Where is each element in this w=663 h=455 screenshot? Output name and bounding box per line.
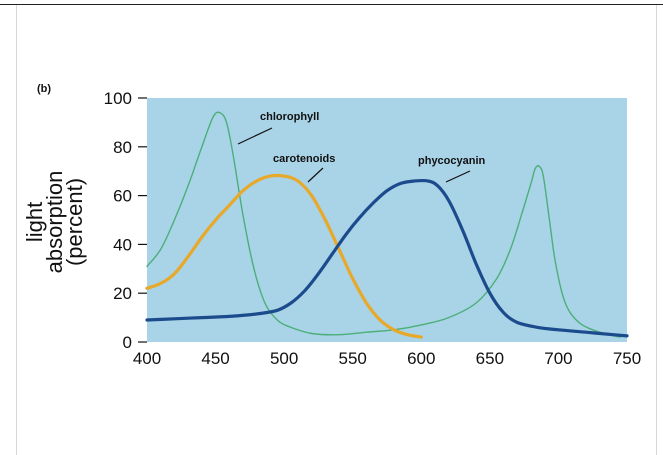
annotation-phycocyanin: phycocyanin — [418, 155, 486, 167]
x-tick-label: 550 — [339, 349, 367, 368]
y-tick-label: 100 — [104, 89, 132, 108]
annotation-chlorophyll: chlorophyll — [260, 111, 319, 123]
panel-label: (b) — [37, 83, 51, 95]
x-tick-label: 750 — [613, 349, 641, 368]
x-tick-label: 650 — [476, 349, 504, 368]
annotation-carotenoids: carotenoids — [273, 153, 335, 165]
plot-area — [147, 98, 627, 342]
x-tick-label: 700 — [544, 349, 572, 368]
x-tick-label: 600 — [407, 349, 435, 368]
y-tick-label: 0 — [123, 333, 132, 352]
x-tick-label: 450 — [201, 349, 229, 368]
x-tick-label: 400 — [133, 349, 161, 368]
y-tick-label: 60 — [113, 187, 132, 206]
y-tick-label: 80 — [113, 138, 132, 157]
y-tick-label: 40 — [113, 235, 132, 254]
y-axis-label: light absorption (percent) — [22, 171, 87, 274]
x-tick-label: 500 — [270, 349, 298, 368]
y-tick-label: 20 — [113, 284, 132, 303]
y-axis-label-line-3: (percent) — [62, 178, 87, 266]
